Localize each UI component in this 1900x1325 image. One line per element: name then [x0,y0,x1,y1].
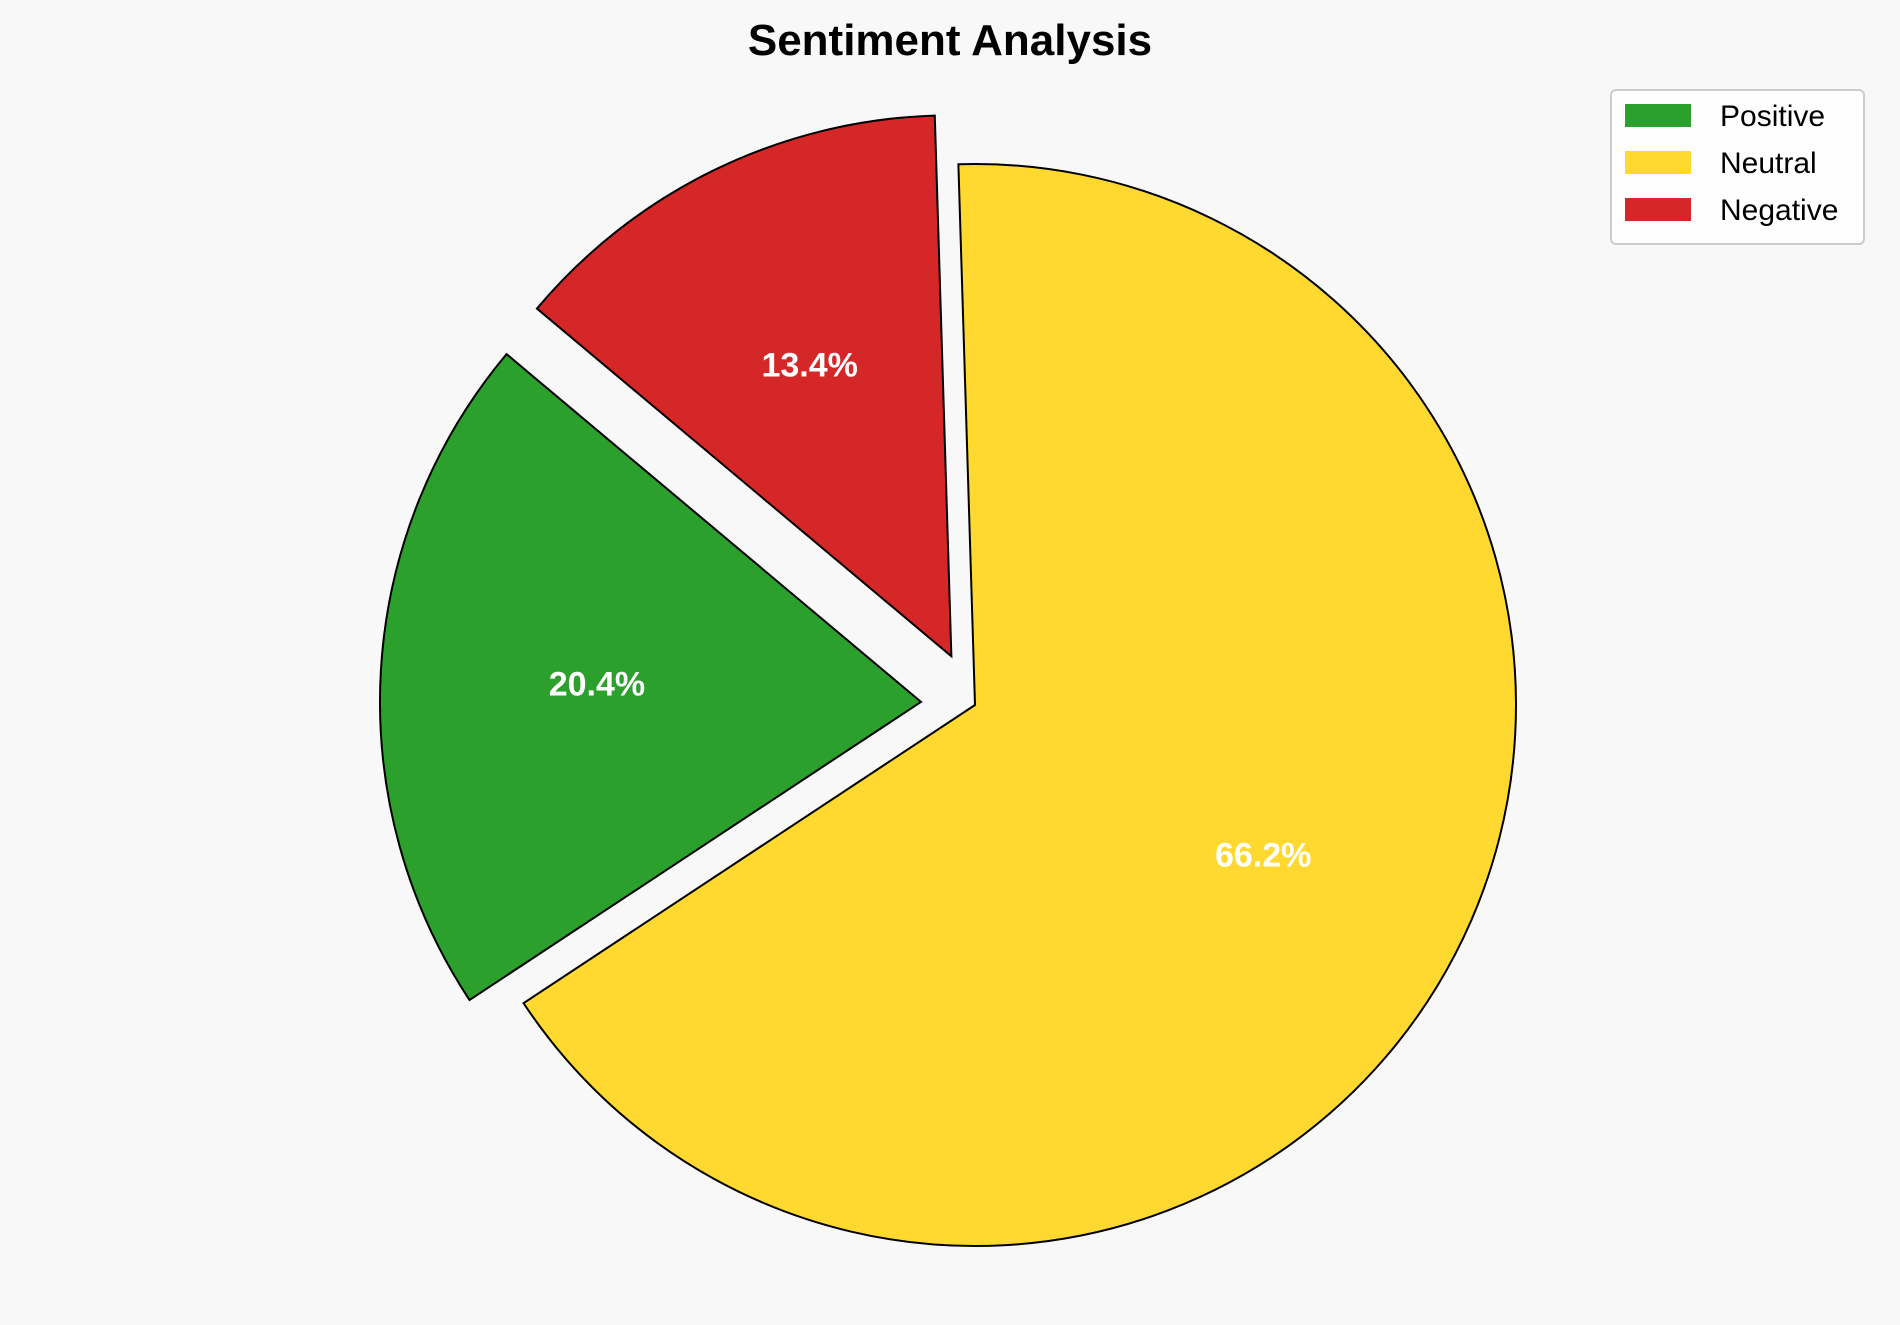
pie-slice-neutral [522,163,1517,1247]
pie-slice-negative [535,114,953,659]
legend: Positive Neutral Negative [1610,89,1865,245]
legend-label-positive: Positive [1720,100,1825,133]
pie-slice-positive [379,352,923,1002]
legend-swatch-positive [1625,104,1691,127]
pie-slices [379,114,1517,1247]
legend-label-neutral: Neutral [1720,147,1817,180]
pie-label-neutral: 66.2% [1215,836,1311,874]
chart-title: Sentiment Analysis [748,16,1152,65]
legend-label-negative: Negative [1720,194,1838,227]
pie-label-positive: 20.4% [549,665,645,703]
pie-labels: 20.4% 66.2% 13.4% [549,346,1312,874]
legend-swatch-negative [1625,198,1691,221]
pie-label-negative: 13.4% [761,346,857,384]
legend-swatch-neutral [1625,151,1691,174]
